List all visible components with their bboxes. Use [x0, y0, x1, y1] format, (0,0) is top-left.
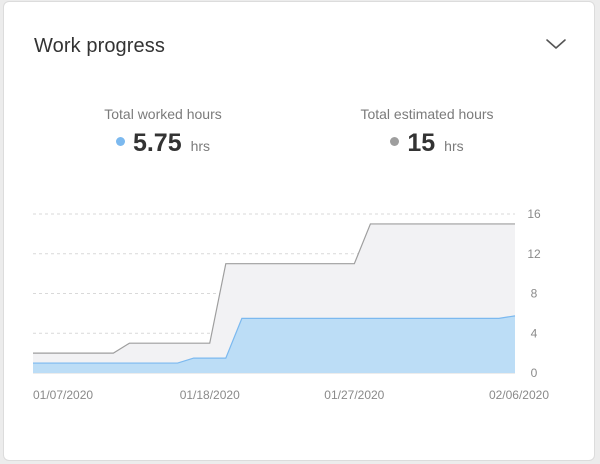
x-tick-label: 01/07/2020	[33, 388, 93, 402]
y-tick-label: 16	[527, 207, 541, 221]
series-area-1	[33, 315, 515, 373]
worked-hours-value: 5.75 hrs	[53, 129, 273, 161]
estimated-hours-value: 15 hrs	[317, 129, 537, 161]
x-tick-label: 01/27/2020	[324, 388, 384, 402]
y-tick-label: 12	[527, 247, 541, 261]
series-line-1	[33, 315, 516, 364]
worked-hours-label: Total worked hours	[104, 106, 222, 122]
estimated-hours-unit: hrs	[444, 138, 464, 154]
y-tick-label: 0	[531, 366, 538, 380]
estimated-hours-number: 15	[407, 129, 436, 157]
widget-title: Work progress	[34, 35, 165, 57]
chevron-down-icon[interactable]	[544, 34, 568, 54]
x-tick-label: 02/06/2020	[489, 388, 549, 402]
y-tick-label: 4	[531, 326, 538, 340]
x-tick-label: 01/18/2020	[180, 388, 240, 402]
estimated-hours-label: Total estimated hours	[360, 106, 494, 122]
worked-hours-number: 5.75	[132, 129, 182, 157]
y-tick-label: 8	[531, 287, 538, 301]
series-line-0	[33, 223, 515, 354]
estimated-legend-dot	[390, 137, 400, 146]
worked-hours-unit: hrs	[190, 138, 211, 154]
worked-legend-dot	[115, 137, 125, 146]
